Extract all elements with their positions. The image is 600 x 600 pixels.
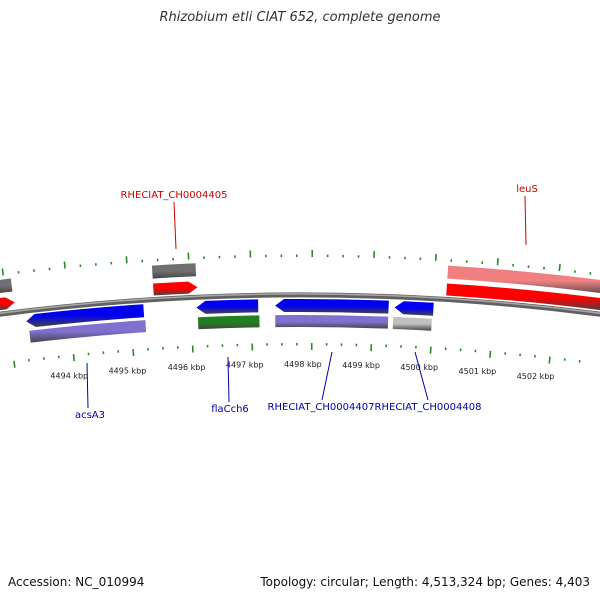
outer-scale-tick bbox=[558, 264, 561, 272]
scale-label-4496: 4496 kbp bbox=[168, 363, 206, 372]
inner-scale-tick bbox=[132, 348, 135, 357]
leader-RHECIAT_CH0004408 bbox=[414, 351, 429, 401]
gene-label-RHECIAT_CH0004408: RHECIAT_CH0004408 bbox=[375, 402, 482, 413]
feature-flaCch6 bbox=[197, 315, 260, 330]
leader-acsA3 bbox=[86, 362, 89, 409]
outer-scale-tick bbox=[63, 261, 66, 269]
gene-label-flaCch6: flaCch6 bbox=[211, 404, 249, 415]
gene-label-RHECIAT_CH0004407: RHECIAT_CH0004407 bbox=[268, 402, 375, 413]
genome-backbone-highlight bbox=[0, 293, 600, 315]
scale-label-4502: 4502 kbp bbox=[517, 372, 555, 381]
leader-leuS bbox=[524, 195, 527, 246]
gene-pseudo-RHECIAT_CH0004405 bbox=[151, 263, 197, 279]
gene-RHECIAT_CH0004407 bbox=[275, 298, 389, 314]
scale-label-4499: 4499 kbp bbox=[342, 361, 380, 370]
leader-flaCch6 bbox=[227, 356, 230, 403]
leader-RHECIAT_CH0004407 bbox=[321, 351, 333, 401]
feature-RHECIAT_CH0004408 bbox=[392, 316, 432, 331]
scale-label-4498: 4498 kbp bbox=[284, 360, 322, 369]
feature-acsA3 bbox=[29, 320, 147, 343]
feature-leuS bbox=[447, 265, 600, 294]
scale-label-4501: 4501 kbp bbox=[459, 367, 497, 376]
gene-flaCch6 bbox=[196, 299, 259, 314]
gene-RHECIAT_CH0004408 bbox=[394, 301, 434, 316]
scale-label-4495: 4495 kbp bbox=[109, 367, 147, 376]
leader-RHECIAT_CH0004405 bbox=[173, 201, 177, 250]
gene-forward-left bbox=[0, 297, 15, 311]
gene-label-RHECIAT_CH0004405: RHECIAT_CH0004405 bbox=[121, 190, 228, 201]
inner-scale-tick bbox=[13, 360, 16, 368]
outer-scale-tick bbox=[496, 258, 499, 266]
gene-label-leuS: leuS bbox=[516, 184, 538, 195]
gene-leuS bbox=[446, 283, 600, 311]
genome-backbone bbox=[0, 292, 600, 317]
inner-scale-tick bbox=[489, 350, 492, 358]
gene-RHECIAT_CH0004405 bbox=[153, 281, 198, 296]
accession-text: Accession: NC_010994 bbox=[8, 575, 145, 589]
gene-pseudo-left bbox=[0, 278, 13, 294]
inner-scale-tick bbox=[548, 356, 551, 364]
map-title: Rhizobium etli CIAT 652, complete genome bbox=[159, 10, 441, 25]
gene-label-acsA3: acsA3 bbox=[75, 410, 105, 421]
gene-acsA3 bbox=[26, 304, 145, 327]
inner-scale-tick bbox=[72, 354, 75, 362]
scale-label-4497: 4497 kbp bbox=[226, 361, 264, 370]
topology-text: Topology: circular; Length: 4,513,324 bp… bbox=[260, 575, 590, 589]
outer-scale-tick bbox=[125, 256, 128, 264]
feature-RHECIAT_CH0004407 bbox=[275, 314, 389, 329]
outer-scale-tick bbox=[1, 268, 5, 276]
scale-label-4494: 4494 kbp bbox=[50, 372, 88, 381]
